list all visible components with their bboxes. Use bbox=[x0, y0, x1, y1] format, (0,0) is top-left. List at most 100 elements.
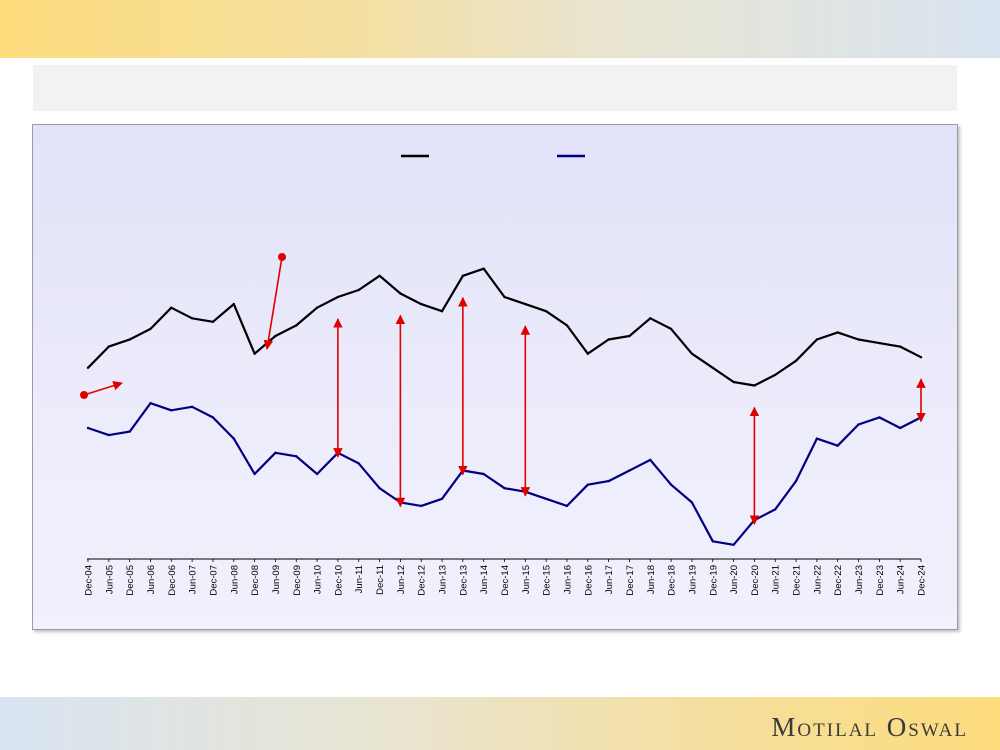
x-tick-label: Jun-12 bbox=[396, 565, 407, 594]
series-2-point bbox=[774, 508, 776, 510]
series-1-point bbox=[920, 356, 922, 358]
x-tick-label: Jun-09 bbox=[271, 565, 282, 594]
series-2-point bbox=[503, 487, 505, 489]
series-2-point bbox=[878, 416, 880, 418]
series-2-point bbox=[628, 469, 630, 471]
series-2-point bbox=[378, 487, 380, 489]
series-2-point bbox=[857, 423, 859, 425]
series-1-point bbox=[524, 303, 526, 305]
series-2-point bbox=[837, 445, 839, 447]
x-tick-label: Dec-20 bbox=[750, 565, 761, 596]
series-1-point bbox=[816, 338, 818, 340]
series-1-point bbox=[316, 307, 318, 309]
series-1-point bbox=[753, 384, 755, 386]
series-2-point bbox=[108, 434, 110, 436]
series-2-point bbox=[358, 462, 360, 464]
series-2-point bbox=[212, 416, 214, 418]
x-tick-label: Jun-15 bbox=[521, 565, 532, 594]
x-tick-label: Dec-09 bbox=[292, 565, 303, 596]
x-tick-label: Dec-14 bbox=[500, 565, 511, 596]
series-line-1 bbox=[88, 269, 921, 386]
series-2-point bbox=[441, 498, 443, 500]
callout-arrow-2 bbox=[267, 257, 282, 349]
series-2-point bbox=[670, 484, 672, 486]
series-2-point bbox=[566, 505, 568, 507]
series-1-point bbox=[857, 338, 859, 340]
series-2-point bbox=[712, 540, 714, 542]
x-tick-label: Jun-19 bbox=[687, 565, 698, 594]
x-tick-label: Jun-21 bbox=[771, 565, 782, 594]
series-1-point bbox=[233, 303, 235, 305]
series-1-point bbox=[358, 289, 360, 291]
series-2-point bbox=[274, 452, 276, 454]
x-tick-label: Dec-11 bbox=[375, 565, 386, 595]
series-2-point bbox=[545, 498, 547, 500]
x-tick-label: Jun-11 bbox=[354, 565, 365, 593]
series-1-point bbox=[149, 328, 151, 330]
series-1-point bbox=[899, 345, 901, 347]
series-2-point bbox=[691, 501, 693, 503]
series-2-point bbox=[816, 437, 818, 439]
series-1-point bbox=[691, 353, 693, 355]
series-1-point bbox=[399, 292, 401, 294]
series-2-point bbox=[732, 544, 734, 546]
x-tick-label: Jun-18 bbox=[646, 565, 657, 594]
series-2-point bbox=[483, 473, 485, 475]
x-tick-label: Dec-16 bbox=[583, 565, 594, 596]
series-2-point bbox=[191, 406, 193, 408]
line-chart: Dec-04 Jun-05 Dec-05 Jun-06 Dec-06 Jun-07 Dec-… bbox=[33, 125, 959, 631]
series-1-point bbox=[878, 342, 880, 344]
series-2-point bbox=[170, 409, 172, 411]
series-1-point bbox=[712, 367, 714, 369]
x-tick-label: Jun-13 bbox=[438, 565, 449, 594]
x-tick-label: Jun-07 bbox=[188, 565, 199, 594]
x-tick-label: Dec-12 bbox=[417, 565, 428, 596]
x-tick-label: Jun-06 bbox=[146, 565, 157, 594]
series-2-point bbox=[587, 484, 589, 486]
x-tick-label: Jun-24 bbox=[896, 565, 907, 594]
x-tick-label: Jun-10 bbox=[313, 565, 324, 594]
series-1-point bbox=[462, 275, 464, 277]
series-1-point bbox=[774, 374, 776, 376]
x-tick-label: Dec-04 bbox=[84, 565, 95, 596]
series-1-point bbox=[378, 275, 380, 277]
x-tick-label: Dec-10 bbox=[333, 565, 344, 596]
series-1-point bbox=[253, 353, 255, 355]
x-tick-label: Dec-07 bbox=[208, 565, 219, 596]
series-2-point bbox=[233, 437, 235, 439]
x-tick-label: Dec-08 bbox=[250, 565, 261, 596]
series-1-point bbox=[795, 360, 797, 362]
series-2-point bbox=[607, 480, 609, 482]
series-1-point bbox=[274, 335, 276, 337]
x-tick-label: Dec-21 bbox=[792, 565, 803, 596]
brand-logo: Motilal Oswal bbox=[771, 712, 968, 743]
chart-panel: Dec-04 Jun-05 Dec-05 Jun-06 Dec-06 Jun-07 Dec-… bbox=[32, 124, 958, 630]
series-1-point bbox=[545, 310, 547, 312]
series-1-point bbox=[587, 353, 589, 355]
series-1-point bbox=[191, 317, 193, 319]
x-tick-label: Dec-19 bbox=[708, 565, 719, 596]
x-tick-label: Jun-08 bbox=[229, 565, 240, 594]
x-tick-label: Jun-20 bbox=[729, 565, 740, 594]
series-layer bbox=[87, 268, 922, 547]
series-1-point bbox=[170, 307, 172, 309]
series-1-point bbox=[441, 310, 443, 312]
x-tick-label: Jun-05 bbox=[104, 565, 115, 594]
series-1-point bbox=[420, 303, 422, 305]
series-2-point bbox=[87, 427, 89, 429]
series-1-point bbox=[837, 331, 839, 333]
x-tick-label: Jun-23 bbox=[854, 565, 865, 594]
slide-title-box bbox=[33, 65, 957, 111]
series-2-point bbox=[149, 402, 151, 404]
series-1-point bbox=[129, 338, 131, 340]
series-2-point bbox=[649, 459, 651, 461]
series-1-point bbox=[628, 335, 630, 337]
x-tick-label: Dec-22 bbox=[833, 565, 844, 596]
series-1-point bbox=[483, 268, 485, 270]
series-1-point bbox=[337, 296, 339, 298]
x-axis-ticks: Dec-04 Jun-05 Dec-05 Jun-06 Dec-06 Jun-07 Dec-… bbox=[84, 559, 928, 596]
x-tick-label: Jun-16 bbox=[563, 565, 574, 594]
series-2-point bbox=[795, 480, 797, 482]
x-tick-label: Dec-13 bbox=[458, 565, 469, 596]
x-tick-label: Jun-17 bbox=[604, 565, 615, 594]
